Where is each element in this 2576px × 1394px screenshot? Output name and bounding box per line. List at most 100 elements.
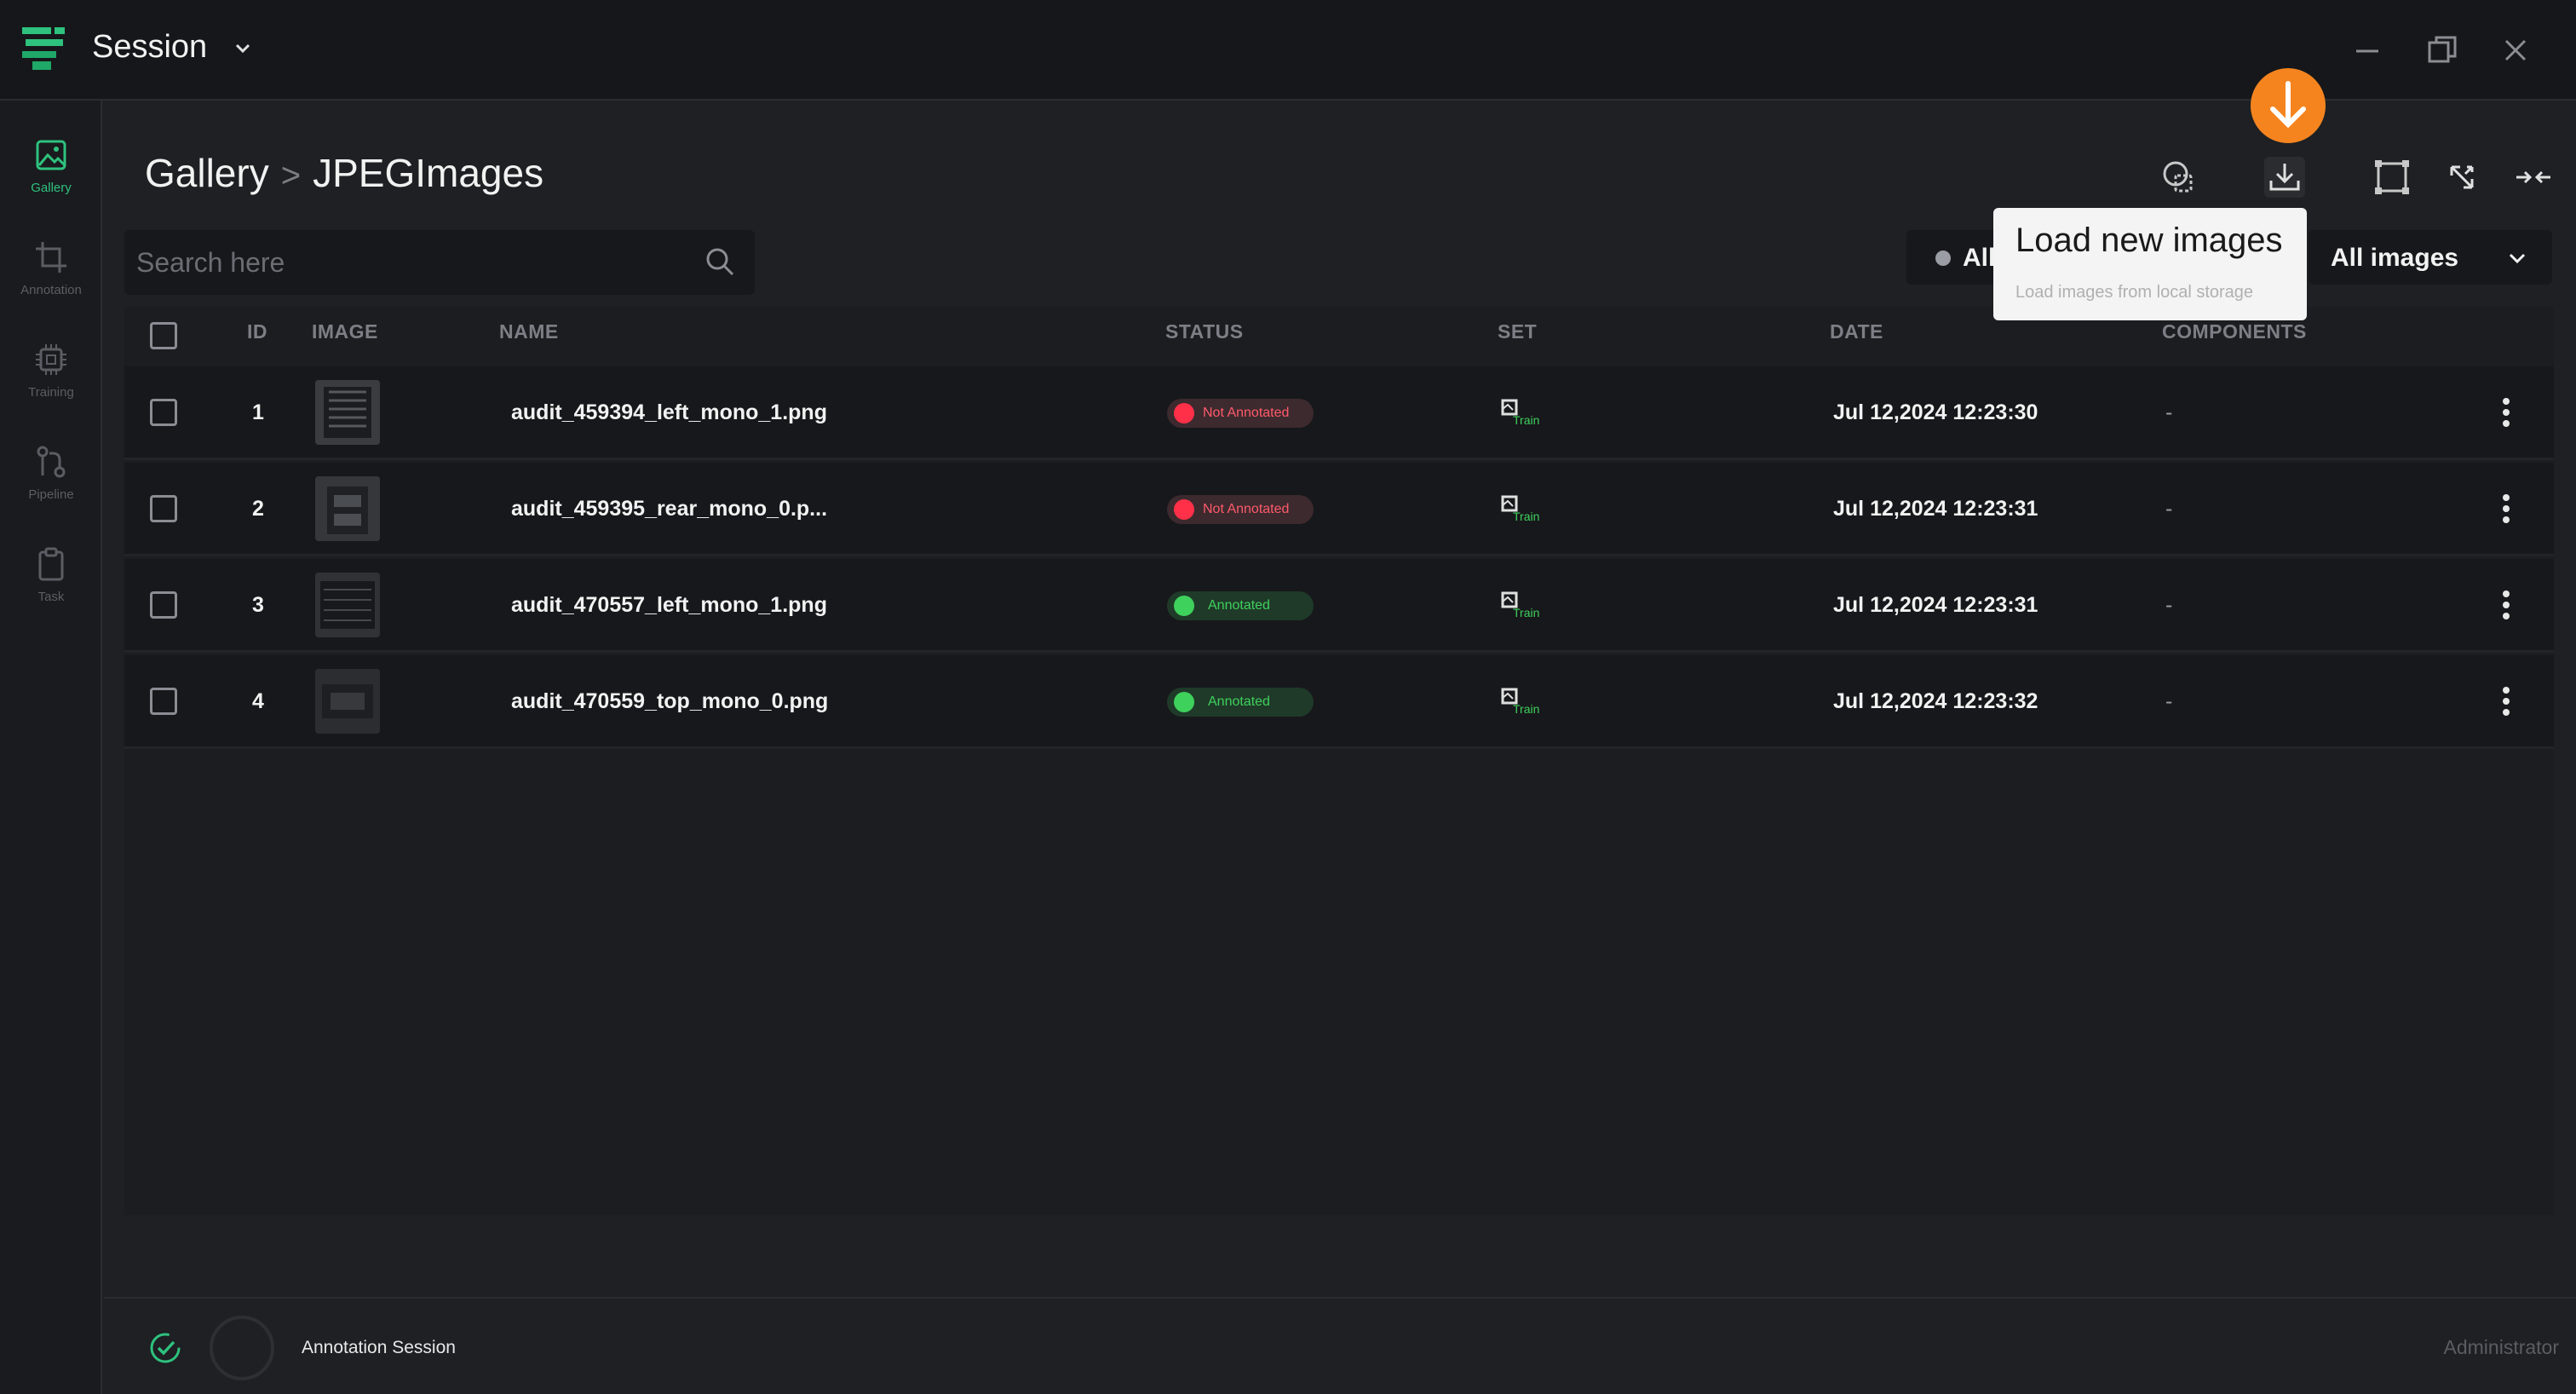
sidebar-item-label: Annotation	[20, 283, 82, 297]
user-name[interactable]: Administrator	[2443, 1336, 2559, 1358]
status-badge: Not Annotated	[1167, 495, 1314, 524]
more-options-icon[interactable]	[2501, 397, 2511, 428]
more-options-icon[interactable]	[2501, 493, 2511, 524]
status-filter-dropdown[interactable]: All	[1906, 230, 2000, 285]
sidebar-item-gallery[interactable]: Gallery	[0, 121, 102, 215]
table-row[interactable]: 4 audit_470559_top_mono_0.png Annotated …	[124, 655, 2554, 749]
pipeline-icon	[37, 446, 66, 478]
table-row[interactable]: 1 audit_459394_left_mono_1.png Not Annot…	[124, 366, 2554, 460]
row-checkbox[interactable]	[150, 591, 177, 619]
search-input[interactable]	[136, 230, 681, 295]
select-all-checkbox[interactable]	[150, 322, 177, 349]
collapse-icon[interactable]	[2513, 157, 2554, 198]
row-date: Jul 12,2024 12:23:30	[1833, 400, 2038, 424]
images-filter-dropdown[interactable]: All images	[2309, 230, 2552, 285]
row-id: 4	[252, 689, 264, 713]
session-name: Annotation Session	[302, 1338, 456, 1357]
image-table: ID IMAGE NAME STATUS SET DATE COMPONENTS…	[124, 307, 2554, 1215]
row-id: 1	[252, 400, 264, 424]
sidebar-item-label: Training	[28, 385, 74, 400]
breadcrumb-current: JPEGImages	[313, 151, 544, 195]
row-date: Jul 12,2024 12:23:31	[1833, 593, 2038, 617]
restore-icon[interactable]	[2423, 31, 2462, 70]
column-header-name[interactable]: NAME	[499, 320, 559, 343]
sidebar-item-label: Gallery	[31, 181, 72, 195]
image-thumbnail[interactable]	[315, 669, 380, 734]
row-name: audit_459394_left_mono_1.png	[511, 400, 827, 424]
image-thumbnail[interactable]	[315, 573, 380, 637]
row-components: -	[2165, 593, 2173, 617]
column-header-components[interactable]: COMPONENTS	[2162, 320, 2307, 343]
sidebar-item-label: Pipeline	[28, 487, 74, 502]
column-header-status[interactable]: STATUS	[1165, 320, 1244, 343]
svg-text:Train: Train	[1513, 413, 1539, 427]
chevron-down-icon[interactable]	[233, 39, 252, 58]
row-checkbox[interactable]	[150, 688, 177, 715]
column-header-set[interactable]: SET	[1498, 320, 1538, 343]
check-circle-icon	[150, 1333, 181, 1363]
status-badge: Not Annotated	[1167, 399, 1314, 428]
download-icon	[2269, 164, 2300, 191]
arrow-down-icon	[2270, 81, 2306, 129]
row-date: Jul 12,2024 12:23:32	[1833, 689, 2038, 713]
column-header-date[interactable]: DATE	[1830, 320, 1883, 343]
bounding-box-icon[interactable]	[2372, 157, 2412, 198]
row-name: audit_470557_left_mono_1.png	[511, 593, 827, 617]
app-title[interactable]: Session	[92, 29, 208, 65]
image-icon	[36, 140, 66, 170]
sidebar-item-task[interactable]: Task	[0, 530, 102, 624]
row-name: audit_459395_rear_mono_0.p...	[511, 497, 828, 521]
app-logo-icon	[22, 27, 65, 70]
chevron-down-icon	[2509, 253, 2526, 264]
breadcrumb-root[interactable]: Gallery	[145, 151, 269, 195]
row-name: audit_470559_top_mono_0.png	[511, 689, 829, 713]
sidebar: Gallery Annotation Training Pipeline Tas…	[0, 101, 102, 1394]
close-icon[interactable]	[2496, 31, 2535, 70]
highlight-badge	[2251, 68, 2326, 143]
image-thumbnail[interactable]	[315, 380, 380, 445]
images-filter-label: All images	[2331, 244, 2459, 272]
progress-ring	[210, 1316, 274, 1380]
column-header-id[interactable]: ID	[247, 320, 267, 343]
row-components: -	[2165, 689, 2173, 713]
status-bar: Annotation Session Administrator	[104, 1297, 2576, 1394]
more-options-icon[interactable]	[2501, 686, 2511, 717]
row-date: Jul 12,2024 12:23:31	[1833, 497, 2038, 521]
row-checkbox[interactable]	[150, 495, 177, 522]
row-id: 3	[252, 593, 264, 617]
row-checkbox[interactable]	[150, 399, 177, 426]
sidebar-item-label: Task	[37, 590, 65, 604]
train-set-icon: Train	[1501, 495, 1539, 523]
breadcrumb-separator: >	[280, 157, 302, 194]
row-components: -	[2165, 497, 2173, 521]
clipboard-icon	[38, 547, 64, 581]
train-set-icon: Train	[1501, 591, 1539, 619]
sidebar-item-pipeline[interactable]: Pipeline	[0, 428, 102, 521]
train-set-icon: Train	[1501, 399, 1539, 427]
minimize-icon[interactable]	[2348, 31, 2387, 70]
load-images-button[interactable]	[2264, 157, 2305, 198]
search-icon[interactable]	[704, 245, 736, 278]
column-header-image[interactable]: IMAGE	[312, 320, 378, 343]
image-thumbnail[interactable]	[315, 476, 380, 541]
status-badge: Annotated	[1167, 688, 1314, 717]
table-row[interactable]: 3 audit_470557_left_mono_1.png Annotated…	[124, 559, 2554, 653]
svg-text:Train: Train	[1513, 702, 1539, 716]
breadcrumb: Gallery > JPEGImages	[145, 150, 543, 196]
status-filter-label: All	[1963, 244, 1996, 272]
status-badge: Annotated	[1167, 591, 1314, 620]
tooltip-subtitle: Load images from local storage	[2015, 283, 2254, 302]
sidebar-item-annotation[interactable]: Annotation	[0, 223, 102, 317]
search-box	[124, 230, 755, 295]
table-row[interactable]: 2 audit_459395_rear_mono_0.p... Not Anno…	[124, 463, 2554, 556]
train-set-icon: Train	[1501, 688, 1539, 716]
compare-images-icon[interactable]	[2159, 157, 2199, 198]
svg-text:Train: Train	[1513, 606, 1539, 619]
title-bar: Session	[0, 0, 2576, 101]
more-options-icon[interactable]	[2501, 590, 2511, 620]
expand-icon[interactable]	[2441, 157, 2482, 198]
load-images-tooltip: Load new images Load images from local s…	[1993, 208, 2307, 320]
table-header: ID IMAGE NAME STATUS SET DATE COMPONENTS	[124, 307, 2554, 363]
svg-text:Train: Train	[1513, 510, 1539, 523]
sidebar-item-training[interactable]: Training	[0, 325, 102, 419]
